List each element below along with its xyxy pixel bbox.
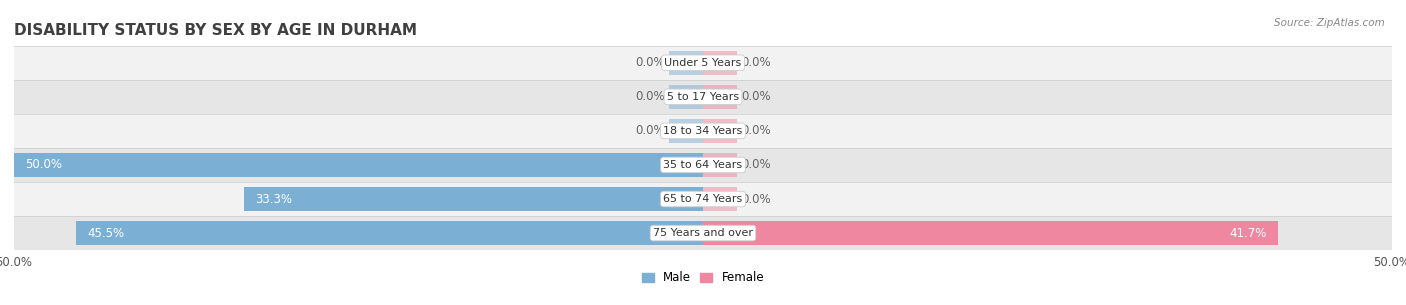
Text: 65 to 74 Years: 65 to 74 Years	[664, 194, 742, 204]
Text: 33.3%: 33.3%	[254, 192, 292, 206]
Text: 0.0%: 0.0%	[634, 124, 665, 137]
Text: 0.0%: 0.0%	[741, 192, 772, 206]
Bar	[14, 114, 1392, 148]
Text: 0.0%: 0.0%	[741, 90, 772, 103]
Bar	[14, 80, 1392, 114]
Bar	[669, 119, 703, 143]
Text: 5 to 17 Years: 5 to 17 Years	[666, 92, 740, 102]
Bar	[14, 216, 1392, 250]
Bar	[669, 51, 703, 75]
Bar	[703, 153, 738, 177]
Bar	[703, 187, 738, 211]
Bar	[703, 84, 738, 109]
Bar	[14, 148, 1392, 182]
Bar	[14, 182, 1392, 216]
Text: DISABILITY STATUS BY SEX BY AGE IN DURHAM: DISABILITY STATUS BY SEX BY AGE IN DURHA…	[14, 23, 418, 38]
Bar	[703, 51, 738, 75]
Text: 75 Years and over: 75 Years and over	[652, 228, 754, 238]
Bar	[669, 84, 703, 109]
Bar	[76, 221, 703, 245]
Bar	[703, 119, 738, 143]
Text: 35 to 64 Years: 35 to 64 Years	[664, 160, 742, 170]
Text: Source: ZipAtlas.com: Source: ZipAtlas.com	[1274, 18, 1385, 28]
Text: 50.0%: 50.0%	[25, 159, 62, 171]
Bar	[14, 153, 703, 177]
Text: 45.5%: 45.5%	[87, 227, 124, 239]
Text: 0.0%: 0.0%	[741, 124, 772, 137]
Bar	[245, 187, 703, 211]
Text: 0.0%: 0.0%	[741, 159, 772, 171]
Text: Under 5 Years: Under 5 Years	[665, 58, 741, 68]
Bar	[14, 46, 1392, 80]
Text: 41.7%: 41.7%	[1229, 227, 1267, 239]
Text: 0.0%: 0.0%	[634, 56, 665, 69]
Text: 0.0%: 0.0%	[741, 56, 772, 69]
Text: 18 to 34 Years: 18 to 34 Years	[664, 126, 742, 136]
Legend: Male, Female: Male, Female	[637, 267, 769, 289]
Text: 0.0%: 0.0%	[634, 90, 665, 103]
Bar	[703, 221, 1278, 245]
